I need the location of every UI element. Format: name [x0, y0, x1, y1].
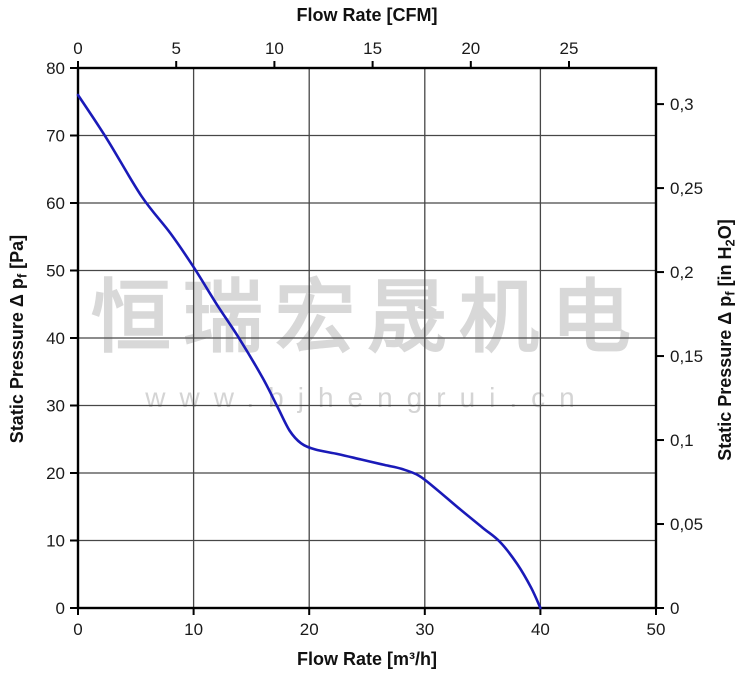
bottom-tick-label: 0	[73, 620, 82, 639]
left-tick-label: 50	[46, 262, 65, 281]
top-tick-label: 10	[265, 39, 284, 58]
watermark-url-text: www.bjhengrui.cn	[145, 382, 589, 413]
left-tick-label: 10	[46, 532, 65, 551]
bottom-axis-title: Flow Rate [m³/h]	[297, 649, 437, 669]
right-tick-label: 0,15	[670, 347, 703, 366]
top-tick-label: 15	[363, 39, 382, 58]
left-axis-title: Static Pressure Δ pf [Pa]	[7, 139, 31, 539]
right-axis-title-subscript: f	[722, 291, 738, 296]
left-tick-label: 70	[46, 127, 65, 146]
right-axis-title-unit-1: [in H	[715, 246, 735, 292]
right-axis-title-h2o-subscript: 2	[722, 239, 738, 247]
bottom-tick-label: 20	[300, 620, 319, 639]
bottom-tick-label: 50	[647, 620, 666, 639]
bottom-tick-label: 10	[184, 620, 203, 639]
top-axis-title: Flow Rate [CFM]	[296, 5, 438, 25]
left-tick-label: 40	[46, 329, 65, 348]
right-axis-title: Static Pressure Δ pf [in H2O]	[715, 130, 739, 550]
right-tick-label: 0,3	[670, 95, 694, 114]
top-tick-label: 20	[461, 39, 480, 58]
top-tick-label: 5	[171, 39, 180, 58]
left-tick-label: 30	[46, 397, 65, 416]
right-axis-title-unit-2: O]	[715, 219, 735, 240]
performance-curve	[76, 93, 542, 610]
left-axis-title-unit: [Pa]	[7, 234, 27, 274]
right-axis-title-text: Static Pressure Δ p	[715, 295, 735, 461]
left-tick-label: 80	[46, 59, 65, 78]
right-tick-label: 0,25	[670, 179, 703, 198]
bottom-tick-label: 40	[531, 620, 550, 639]
left-axis-title-subscript: f	[14, 273, 30, 279]
right-tick-label: 0	[670, 599, 679, 618]
left-tick-label: 20	[46, 464, 65, 483]
right-tick-label: 0,05	[670, 515, 703, 534]
left-axis-title-text: Static Pressure Δ p	[7, 278, 27, 444]
bottom-tick-label: 30	[415, 620, 434, 639]
top-tick-label: 25	[560, 39, 579, 58]
left-tick-label: 60	[46, 194, 65, 213]
left-tick-label: 0	[56, 599, 65, 618]
right-tick-label: 0,1	[670, 431, 694, 450]
right-tick-label: 0,2	[670, 263, 694, 282]
top-tick-label: 0	[73, 39, 82, 58]
